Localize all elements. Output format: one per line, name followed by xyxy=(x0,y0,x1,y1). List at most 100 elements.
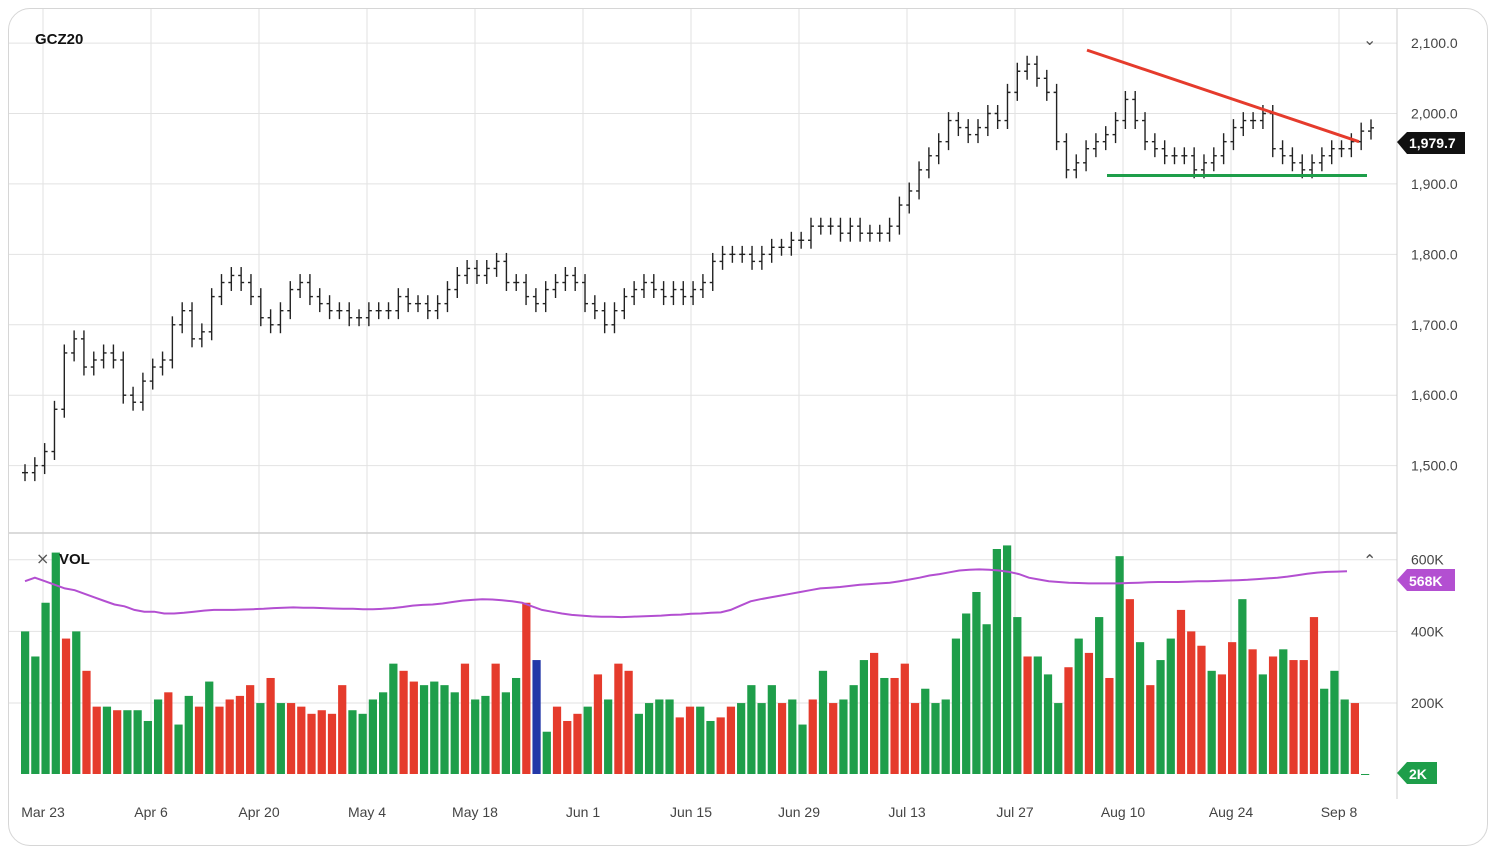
volume-bar xyxy=(307,713,316,774)
price-bar xyxy=(866,224,873,242)
volume-bar xyxy=(205,681,214,774)
price-bar xyxy=(120,351,127,404)
price-bar xyxy=(847,217,854,242)
volume-bar xyxy=(624,670,633,774)
price-bar xyxy=(61,344,68,418)
volume-bar xyxy=(419,685,429,774)
price-bar xyxy=(1210,147,1217,172)
price-bar xyxy=(1240,112,1247,137)
chevron-down-icon[interactable]: ⌄ xyxy=(1363,30,1376,49)
volume-bar xyxy=(511,677,521,774)
price-bar xyxy=(916,161,923,200)
volume-bar xyxy=(491,663,500,774)
price-bar xyxy=(346,302,353,327)
price-bar xyxy=(1122,90,1129,129)
price-bar xyxy=(159,351,166,376)
volume-bar xyxy=(297,706,306,774)
volume-bar xyxy=(777,703,787,774)
price-bar xyxy=(758,245,765,270)
volume-bar xyxy=(215,706,224,774)
volume-bar xyxy=(1023,656,1032,774)
volume-bar xyxy=(1289,660,1298,774)
price-bar xyxy=(198,323,205,348)
price-bar xyxy=(1279,140,1286,165)
volume-bar xyxy=(1187,631,1196,774)
chevron-up-icon[interactable]: ⌃ xyxy=(1363,551,1376,570)
price-bar xyxy=(1014,62,1021,101)
volume-ma-badge-text: 568K xyxy=(1409,573,1442,589)
price-bar xyxy=(1161,140,1168,165)
volume-bar xyxy=(194,706,204,774)
volume-bar xyxy=(379,692,388,774)
volume-bar xyxy=(389,663,398,774)
price-bar xyxy=(356,309,363,327)
price-bar xyxy=(51,400,58,460)
volume-bar xyxy=(972,591,981,774)
price-bar xyxy=(326,295,333,320)
price-bar xyxy=(31,457,38,482)
price-bar xyxy=(611,302,618,334)
price-bar xyxy=(935,133,942,165)
volume-bar xyxy=(593,674,603,774)
price-tick-label: 2,000.0 xyxy=(1411,106,1458,122)
price-bar xyxy=(1073,154,1080,179)
price-bar xyxy=(306,274,313,306)
volume-bar xyxy=(102,706,112,774)
volume-bar xyxy=(1013,617,1022,774)
price-bar xyxy=(130,386,137,411)
volume-bar xyxy=(583,706,592,774)
volume-bar xyxy=(399,670,408,774)
price-bar xyxy=(984,105,991,137)
volume-ma-badge: 568K xyxy=(1397,569,1455,591)
price-bar xyxy=(1230,119,1237,151)
close-icon[interactable]: × xyxy=(36,549,49,568)
volume-min-badge: 2K xyxy=(1397,762,1437,784)
volume-bar xyxy=(706,720,715,774)
price-bar xyxy=(473,259,480,284)
date-tick-label: Apr 20 xyxy=(238,804,279,820)
volume-bar xyxy=(348,710,357,774)
price-bar xyxy=(395,288,402,320)
volume-bar xyxy=(839,699,848,774)
price-bar xyxy=(896,196,903,235)
volume-bar xyxy=(460,663,470,774)
volume-bar xyxy=(880,677,889,774)
price-bar xyxy=(22,464,28,482)
volume-bar xyxy=(665,699,674,774)
date-tick-label: Apr 6 xyxy=(134,804,168,820)
volume-series xyxy=(21,545,1370,775)
price-bar xyxy=(837,217,844,242)
volume-bar xyxy=(1350,703,1359,774)
price-bar xyxy=(513,274,520,291)
volume-bar xyxy=(1217,674,1227,774)
grid xyxy=(9,9,1397,774)
price-bar xyxy=(552,274,559,299)
volume-tick-label: 600K xyxy=(1411,552,1444,568)
price-bar xyxy=(464,259,471,284)
price-bar xyxy=(699,274,706,299)
volume-bar xyxy=(1166,638,1175,774)
price-bar xyxy=(798,231,805,249)
volume-bar xyxy=(225,699,234,774)
price-bar xyxy=(631,281,638,306)
price-bar xyxy=(1092,133,1099,158)
volume-bar xyxy=(1207,670,1216,774)
price-bar xyxy=(542,281,549,313)
price-bar xyxy=(670,281,677,306)
price-bar xyxy=(640,274,647,299)
volume-bar xyxy=(1002,545,1012,774)
price-bar xyxy=(739,245,746,263)
price-bar xyxy=(179,302,186,334)
volume-bar xyxy=(614,663,623,774)
volume-bar xyxy=(1176,609,1186,774)
price-bar xyxy=(247,274,254,306)
price-bar xyxy=(562,267,569,291)
volume-bar xyxy=(1033,656,1042,774)
volume-bar xyxy=(696,706,705,774)
price-bar xyxy=(1318,147,1325,172)
price-bar xyxy=(906,182,913,214)
price-bar xyxy=(709,252,716,291)
price-bar xyxy=(1024,55,1031,80)
volume-bar xyxy=(1115,556,1124,774)
volume-bar xyxy=(1043,674,1053,774)
